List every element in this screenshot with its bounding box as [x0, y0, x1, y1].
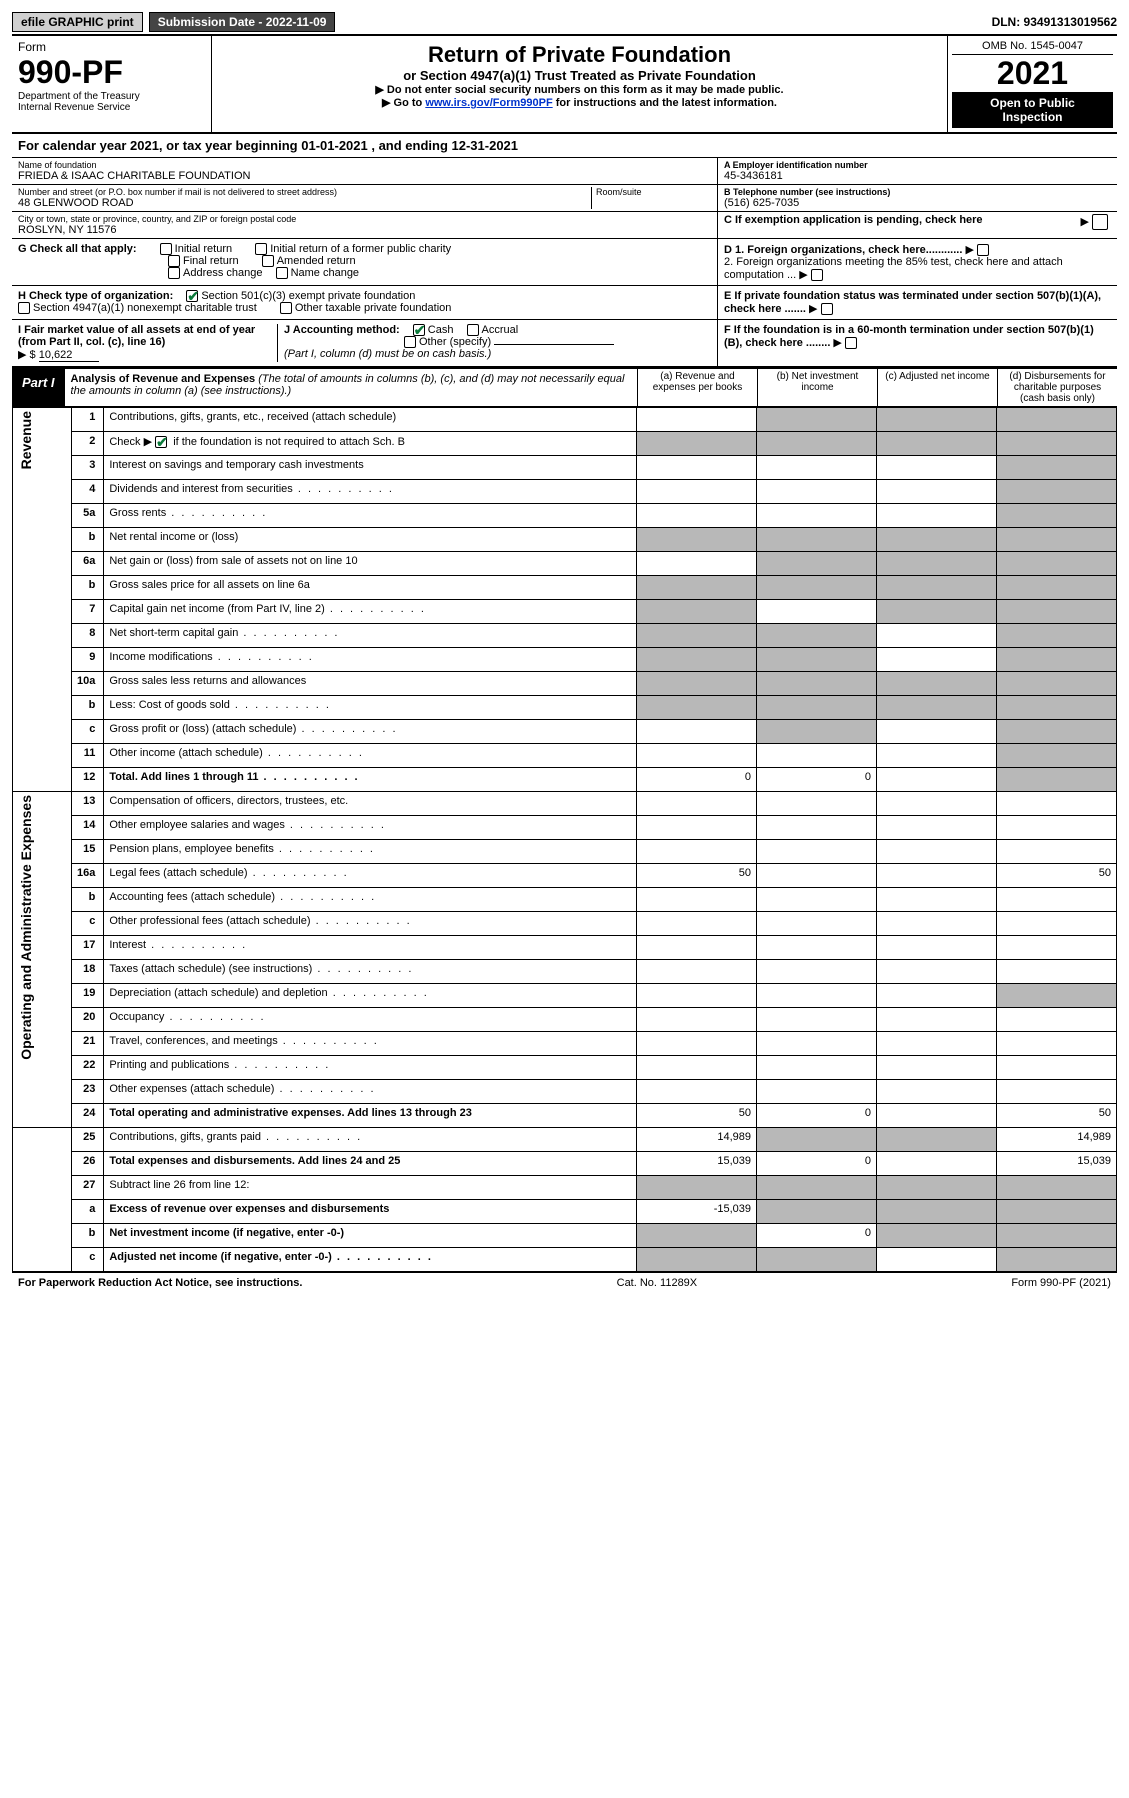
- f-label: F If the foundation is in a 60-month ter…: [724, 324, 1094, 349]
- tel-value: (516) 625-7035: [724, 197, 1111, 209]
- open-inspection: Open to PublicInspection: [952, 92, 1113, 128]
- g-name-change[interactable]: [276, 267, 288, 279]
- submission-date-btn[interactable]: Submission Date - 2022-11-09: [149, 12, 336, 32]
- form-title: Return of Private Foundation: [222, 42, 937, 68]
- goto-pre: ▶ Go to: [382, 97, 425, 109]
- c-checkbox[interactable]: [1092, 214, 1108, 230]
- page-footer: For Paperwork Reduction Act Notice, see …: [12, 1272, 1117, 1293]
- expenses-sidelabel: Operating and Administrative Expenses: [18, 795, 34, 1060]
- h-section: H Check type of organization: Section 50…: [12, 286, 717, 319]
- form-label: Form: [18, 40, 205, 54]
- e-section: E If private foundation status was termi…: [717, 286, 1117, 319]
- entity-block: Name of foundation FRIEDA & ISAAC CHARIT…: [12, 158, 1117, 239]
- e-label: E If private foundation status was termi…: [724, 290, 1101, 315]
- part1-tag: Part I: [12, 369, 65, 406]
- g-initial-former[interactable]: [255, 243, 267, 255]
- irs-link[interactable]: www.irs.gov/Form990PF: [425, 97, 552, 109]
- page: efile GRAPHIC print Submission Date - 20…: [0, 0, 1129, 1305]
- j-cash[interactable]: [413, 324, 425, 336]
- city-label: City or town, state or province, country…: [18, 214, 711, 224]
- dln-text: DLN: 93491313019562: [992, 15, 1117, 29]
- part1-header: Part I Analysis of Revenue and Expenses …: [12, 367, 1117, 407]
- goto-post: for instructions and the latest informat…: [553, 97, 777, 109]
- top-bar: efile GRAPHIC print Submission Date - 20…: [12, 12, 1117, 32]
- g-initial-return[interactable]: [160, 243, 172, 255]
- g-amended-return[interactable]: [262, 255, 274, 267]
- d2-checkbox[interactable]: [811, 269, 823, 281]
- form-subtitle: or Section 4947(a)(1) Trust Treated as P…: [222, 68, 937, 83]
- i-amount-pre: ▶ $: [18, 349, 36, 361]
- ein-label: A Employer identification number: [724, 160, 1111, 170]
- j-note: (Part I, column (d) must be on cash basi…: [284, 348, 491, 360]
- form-note-ssn: ▶ Do not enter social security numbers o…: [222, 83, 937, 96]
- d-section: D 1. Foreign organizations, check here..…: [717, 239, 1117, 285]
- d2-label: 2. Foreign organizations meeting the 85%…: [724, 256, 1063, 281]
- g-final-return[interactable]: [168, 255, 180, 267]
- room-label: Room/suite: [596, 187, 711, 197]
- h-label: H Check type of organization:: [18, 290, 173, 302]
- schb-checkbox[interactable]: [155, 436, 167, 448]
- footer-catno: Cat. No. 11289X: [617, 1277, 698, 1289]
- dept-treasury: Department of the Treasury: [18, 91, 205, 102]
- calendar-year-line: For calendar year 2021, or tax year begi…: [12, 134, 1117, 158]
- form-header: Form 990-PF Department of the Treasury I…: [12, 34, 1117, 134]
- d1-label: D 1. Foreign organizations, check here..…: [724, 244, 962, 256]
- footer-paperwork: For Paperwork Reduction Act Notice, see …: [18, 1277, 302, 1289]
- f-section: F If the foundation is in a 60-month ter…: [717, 320, 1117, 366]
- i-label: I Fair market value of all assets at end…: [18, 324, 255, 348]
- col-d-header: (d) Disbursements for charitable purpose…: [997, 369, 1117, 406]
- g-address-change[interactable]: [168, 267, 180, 279]
- d1-checkbox[interactable]: [977, 244, 989, 256]
- foundation-name: FRIEDA & ISAAC CHARITABLE FOUNDATION: [18, 170, 711, 182]
- form-number: 990-PF: [18, 54, 205, 91]
- col-c-header: (c) Adjusted net income: [877, 369, 997, 406]
- name-label: Name of foundation: [18, 160, 711, 170]
- tel-label: B Telephone number (see instructions): [724, 187, 1111, 197]
- col-a-header: (a) Revenue and expenses per books: [637, 369, 757, 406]
- h-4947a1[interactable]: [18, 302, 30, 314]
- omb-number: OMB No. 1545-0047: [952, 40, 1113, 55]
- i-amount: 10,622: [39, 349, 99, 362]
- e-checkbox[interactable]: [821, 303, 833, 315]
- g-label: G Check all that apply:: [18, 243, 137, 255]
- ein-value: 45-3436181: [724, 170, 1111, 182]
- addr-label: Number and street (or P.O. box number if…: [18, 187, 591, 197]
- tax-year: 2021: [952, 55, 1113, 92]
- part1-title: Analysis of Revenue and Expenses: [71, 373, 256, 385]
- city-state-zip: ROSLYN, NY 11576: [18, 224, 711, 236]
- c-label: C If exemption application is pending, c…: [724, 214, 983, 226]
- j-accrual[interactable]: [467, 324, 479, 336]
- street-address: 48 GLENWOOD ROAD: [18, 197, 591, 209]
- revenue-sidelabel: Revenue: [18, 411, 34, 469]
- j-other[interactable]: [404, 336, 416, 348]
- efile-print-btn[interactable]: efile GRAPHIC print: [12, 12, 143, 32]
- j-label: J Accounting method:: [284, 324, 400, 336]
- g-section: G Check all that apply: Initial return I…: [12, 239, 717, 285]
- part1-table: Revenue 1Contributions, gifts, grants, e…: [12, 407, 1117, 1272]
- f-checkbox[interactable]: [845, 337, 857, 349]
- dept-irs: Internal Revenue Service: [18, 102, 205, 113]
- footer-formref: Form 990-PF (2021): [1011, 1277, 1111, 1289]
- form-note-goto: ▶ Go to www.irs.gov/Form990PF for instru…: [222, 96, 937, 109]
- h-501c3[interactable]: [186, 290, 198, 302]
- i-j-section: I Fair market value of all assets at end…: [12, 320, 717, 366]
- col-b-header: (b) Net investment income: [757, 369, 877, 406]
- h-other-taxable[interactable]: [280, 302, 292, 314]
